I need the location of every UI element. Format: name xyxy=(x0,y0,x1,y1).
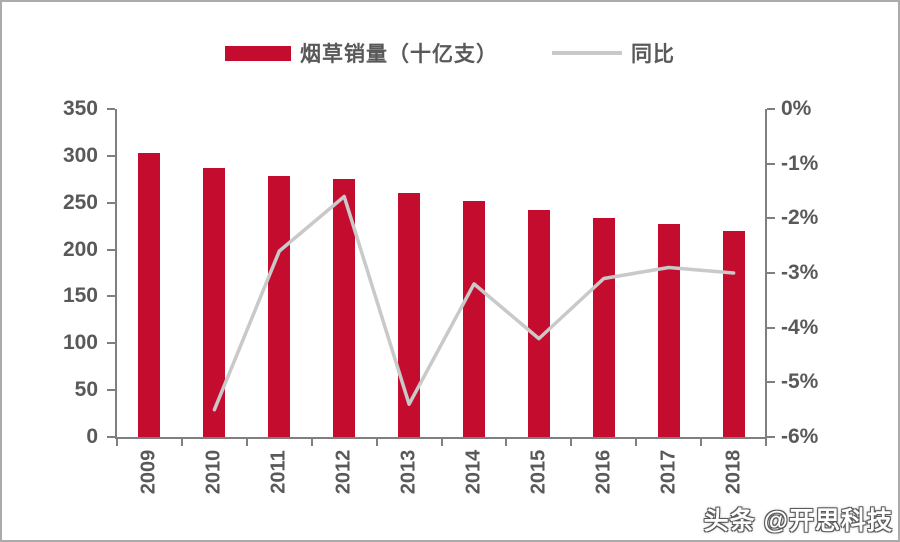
x-axis-tick xyxy=(765,439,767,446)
y-axis-right-tick-label: -2% xyxy=(781,206,819,230)
y-axis-right-tick xyxy=(767,381,775,384)
x-axis-tick-label: 2018 xyxy=(722,449,745,495)
y-axis-left-tick-label: 50 xyxy=(74,378,98,402)
y-axis-left-tick-label: 250 xyxy=(62,190,98,214)
y-axis-right-tick xyxy=(767,272,775,274)
x-axis-tick-label: 2012 xyxy=(332,449,355,495)
x-axis-tick xyxy=(635,439,638,446)
y-axis-right-tick-label: -5% xyxy=(781,370,819,394)
bar xyxy=(592,217,615,437)
bar xyxy=(398,193,421,437)
y-axis-left-tick-label: 100 xyxy=(62,331,98,355)
y-axis-right-line xyxy=(765,109,767,439)
legend-label-sales: 烟草销量（十亿支） xyxy=(300,43,498,66)
y-axis-right-tick xyxy=(767,108,775,110)
y-axis-left-tick xyxy=(107,108,115,110)
x-axis-tick-label: 2009 xyxy=(137,449,160,495)
x-axis-tick-label: 2011 xyxy=(267,450,290,494)
y-axis-left-tick xyxy=(107,342,115,345)
legend-item-sales: 烟草销量（十亿支） xyxy=(225,38,498,68)
chart-legend: 烟草销量（十亿支） 同比 xyxy=(2,38,898,68)
x-axis-tick-label: 2016 xyxy=(592,449,615,495)
y-axis-left-tick-label: 300 xyxy=(62,143,98,167)
y-axis-left-tick xyxy=(107,201,115,204)
y-axis-right-tick xyxy=(767,326,775,329)
x-axis-tick xyxy=(700,439,703,446)
y-axis-left-tick xyxy=(107,436,115,438)
bar xyxy=(268,175,291,437)
y-axis-left-tick xyxy=(107,295,115,298)
y-axis-right-tick-label: -6% xyxy=(781,425,819,448)
y-axis-right-tick-label: -3% xyxy=(781,261,819,284)
bar xyxy=(138,153,161,437)
y-axis-left-tick-label: 0 xyxy=(86,425,98,448)
line-series-swatch-icon xyxy=(552,51,622,55)
x-axis-tick xyxy=(310,439,313,446)
watermark: 头条 @开思科技 xyxy=(703,507,893,535)
bar xyxy=(657,224,680,437)
x-axis-tick-label: 2017 xyxy=(657,449,680,495)
y-axis-left-line xyxy=(115,109,117,439)
bar xyxy=(527,210,550,437)
x-axis-tick-label: 2015 xyxy=(527,449,550,495)
y-axis-right-tick xyxy=(767,436,775,438)
bar xyxy=(333,179,356,437)
x-axis-tick xyxy=(440,439,443,446)
y-axis-left-tick-label: 150 xyxy=(62,284,98,308)
legend-label-yoy: 同比 xyxy=(631,43,675,66)
y-axis-right-tick-label: -4% xyxy=(781,315,819,339)
x-axis-tick xyxy=(116,439,118,446)
y-axis-left-tick-label: 200 xyxy=(62,237,98,261)
y-axis-left-tick xyxy=(107,154,115,157)
x-axis-tick-label: 2013 xyxy=(397,449,420,495)
legend-item-yoy: 同比 xyxy=(552,38,675,68)
bar xyxy=(203,168,226,437)
x-axis-tick xyxy=(180,439,183,446)
y-axis-right-tick-label: 0% xyxy=(781,97,812,120)
y-axis-left-tick-label: 350 xyxy=(62,97,98,120)
y-axis-left-tick xyxy=(107,389,115,392)
bar xyxy=(722,230,745,437)
y-axis-right-tick-label: -1% xyxy=(781,151,819,175)
y-axis-right-tick xyxy=(767,162,775,165)
y-axis-right-tick xyxy=(767,217,775,220)
x-axis-tick-label: 2010 xyxy=(202,449,225,495)
bar xyxy=(462,200,485,437)
x-axis-tick-label: 2014 xyxy=(462,449,485,495)
x-axis-tick xyxy=(245,439,248,446)
x-axis-tick xyxy=(570,439,573,446)
x-axis-tick xyxy=(505,439,508,446)
x-axis-tick xyxy=(375,439,378,446)
y-axis-left-tick xyxy=(107,248,115,251)
bar-series-swatch-icon xyxy=(225,45,291,61)
x-axis-line xyxy=(115,437,767,439)
